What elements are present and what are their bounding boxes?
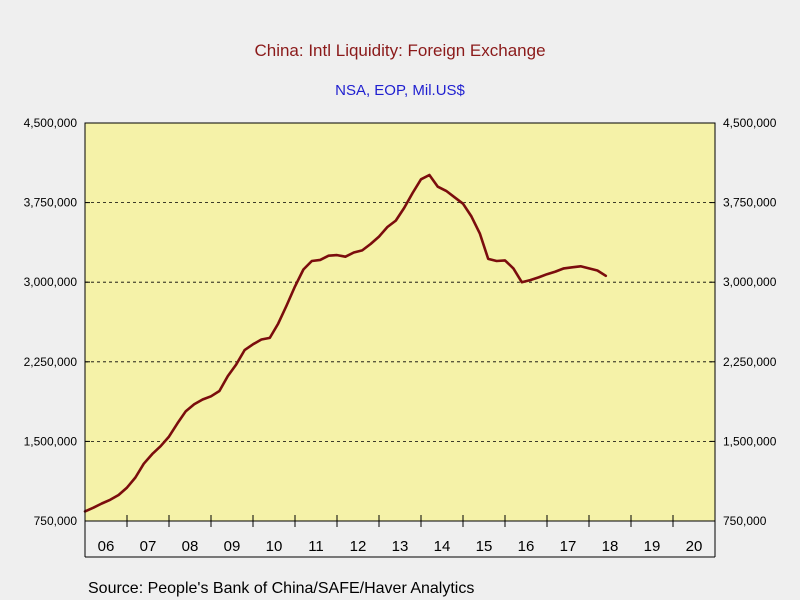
y-tick-label-right: 2,250,000 — [723, 355, 777, 369]
source-note: Source: People's Bank of China/SAFE/Have… — [88, 580, 474, 597]
y-tick-label-right: 3,750,000 — [723, 196, 777, 210]
gridlines — [85, 202, 715, 442]
x-tick-label: 18 — [602, 538, 619, 555]
y-tick-label-left: 1,500,000 — [24, 434, 78, 448]
y-axis-left-labels: 750,000 1,500,000 2,250,000 3,000,000 3,750,… — [24, 116, 78, 528]
x-tick-label: 06 — [98, 538, 115, 555]
y-axis-right-labels: 750,000 1,500,000 2,250,000 3,000,000 3,750,… — [723, 116, 777, 528]
x-tick-label: 14 — [434, 538, 451, 555]
x-tick-label: 19 — [644, 538, 661, 555]
y-tick-label-left: 3,000,000 — [24, 275, 78, 289]
y-tick-label-left: 3,750,000 — [24, 196, 78, 210]
x-tick-label: 12 — [350, 538, 367, 555]
y-tick-label-right: 750,000 — [723, 514, 767, 528]
x-tick-label: 11 — [308, 538, 324, 555]
x-tick-label: 09 — [224, 538, 241, 555]
x-tick-label: 17 — [560, 538, 577, 555]
series-group — [83, 173, 608, 513]
y-tick-label-right: 1,500,000 — [723, 434, 777, 448]
y-tick-label-right: 3,000,000 — [723, 275, 777, 289]
chart-title: China: Intl Liquidity: Foreign Exchange — [254, 41, 545, 60]
x-tick-label: 16 — [518, 538, 535, 555]
x-tick-label: 10 — [266, 538, 283, 555]
y-tick-label-left: 4,500,000 — [24, 116, 78, 130]
x-tick-label: 20 — [686, 538, 703, 555]
series-line — [83, 173, 608, 513]
x-tick-label: 07 — [140, 538, 157, 555]
x-axis-labels: 06 07 08 09 10 11 12 13 14 15 16 17 18 19 20 — [98, 538, 703, 555]
x-tick-label: 15 — [476, 538, 493, 555]
y-tick-label-left: 750,000 — [34, 514, 78, 528]
x-tick-label: 08 — [182, 538, 199, 555]
plot-area — [85, 123, 715, 521]
chart-subtitle: NSA, EOP, Mil.US$ — [335, 82, 465, 99]
x-tick-label: 13 — [392, 538, 409, 555]
y-tick-label-right: 4,500,000 — [723, 116, 777, 130]
plot-frame — [84, 122, 716, 522]
y-tick-label-left: 2,250,000 — [24, 355, 78, 369]
